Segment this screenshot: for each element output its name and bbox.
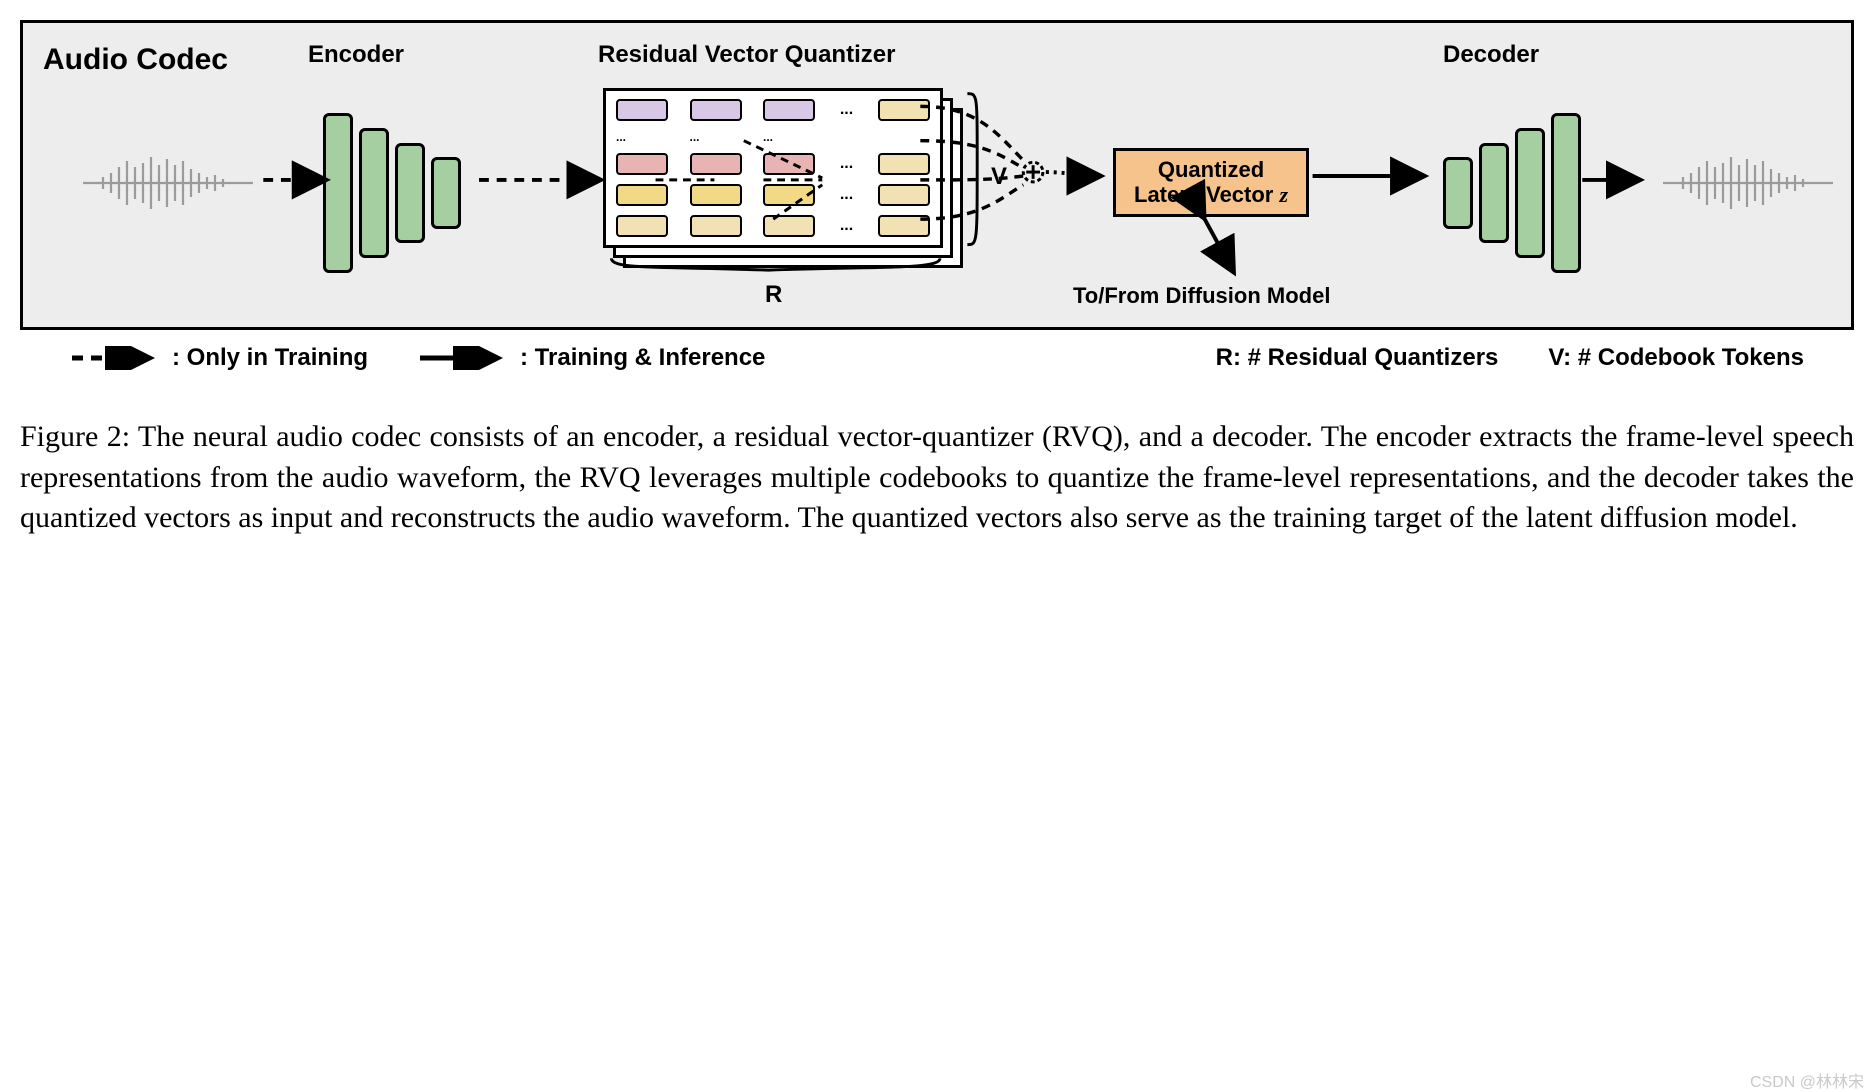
encoder-label: Encoder	[308, 41, 404, 69]
legend-R: R: # Residual Quantizers	[1216, 344, 1499, 372]
rvq-token	[763, 215, 815, 237]
legend-both: : Training & Inference	[418, 344, 765, 372]
decoder-bar	[1443, 157, 1473, 229]
rvq-token	[690, 99, 742, 121]
rvq-row: ...	[616, 153, 930, 175]
rvq-layer-front: ........................	[603, 88, 943, 248]
diffusion-label: To/From Diffusion Model	[1073, 283, 1330, 309]
decoder-label: Decoder	[1443, 41, 1539, 69]
decoder-bar	[1479, 143, 1509, 243]
rvq-token	[616, 184, 668, 206]
rvq-label: Residual Vector Quantizer	[598, 41, 895, 69]
codec-box: Audio Codec Encoder Residual Vector Quan…	[20, 20, 1854, 330]
legend: : Only in Training : Training & Inferenc…	[20, 344, 1854, 372]
encoder-bar	[359, 128, 389, 258]
legend-training-text: : Only in Training	[172, 344, 368, 372]
ellipsis: ...	[837, 217, 857, 235]
rvq-token	[763, 184, 815, 206]
quantized-line2-prefix: Latent Vector	[1134, 182, 1279, 207]
rvq-token	[690, 153, 742, 175]
decoder-bar	[1551, 113, 1581, 273]
ellipsis: ...	[837, 101, 857, 119]
decoder-bar	[1515, 128, 1545, 258]
rvq-token	[616, 215, 668, 237]
quantized-latent-box: Quantized Latent Vector z	[1113, 148, 1309, 217]
rvq-token	[616, 99, 668, 121]
figure-caption: Figure 2: The neural audio codec consist…	[20, 417, 1854, 539]
encoder-bar	[431, 157, 461, 229]
decoder-block	[1443, 103, 1581, 283]
rvq-token	[878, 153, 930, 175]
rvq-row: ...	[616, 215, 930, 237]
V-label: V	[991, 163, 1007, 191]
rvq-token	[763, 153, 815, 175]
rvq-block: ........................	[603, 88, 963, 268]
rvq-token	[878, 184, 930, 206]
rvq-token	[690, 215, 742, 237]
ellipsis: ...	[837, 155, 857, 173]
rvq-token	[690, 184, 742, 206]
output-waveform	[1663, 153, 1833, 213]
ellipsis-row: ............	[616, 130, 930, 144]
encoder-block	[323, 103, 461, 283]
rvq-row: ...	[616, 99, 930, 121]
quantized-z: z	[1279, 182, 1288, 207]
encoder-bar	[395, 143, 425, 243]
encoder-bar	[323, 113, 353, 273]
figure: Audio Codec Encoder Residual Vector Quan…	[20, 20, 1854, 539]
rvq-token	[878, 215, 930, 237]
R-label: R	[765, 281, 782, 309]
input-waveform	[83, 153, 253, 213]
legend-training: : Only in Training	[70, 344, 368, 372]
rvq-token	[763, 99, 815, 121]
rvq-token	[878, 99, 930, 121]
legend-V: V: # Codebook Tokens	[1548, 344, 1804, 372]
rvq-row: ...	[616, 184, 930, 206]
ellipsis: ...	[837, 186, 857, 204]
legend-both-text: : Training & Inference	[520, 344, 765, 372]
quantized-line1: Quantized	[1158, 157, 1264, 182]
rvq-token	[616, 153, 668, 175]
codec-title: Audio Codec	[43, 43, 228, 77]
watermark: CSDN @林林宋	[1750, 1068, 1864, 1092]
